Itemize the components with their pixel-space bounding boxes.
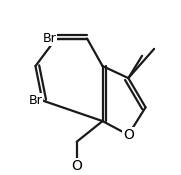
Text: O: O: [71, 159, 82, 173]
Text: O: O: [123, 128, 134, 142]
Text: Br: Br: [29, 94, 42, 107]
Text: Br: Br: [42, 32, 56, 45]
